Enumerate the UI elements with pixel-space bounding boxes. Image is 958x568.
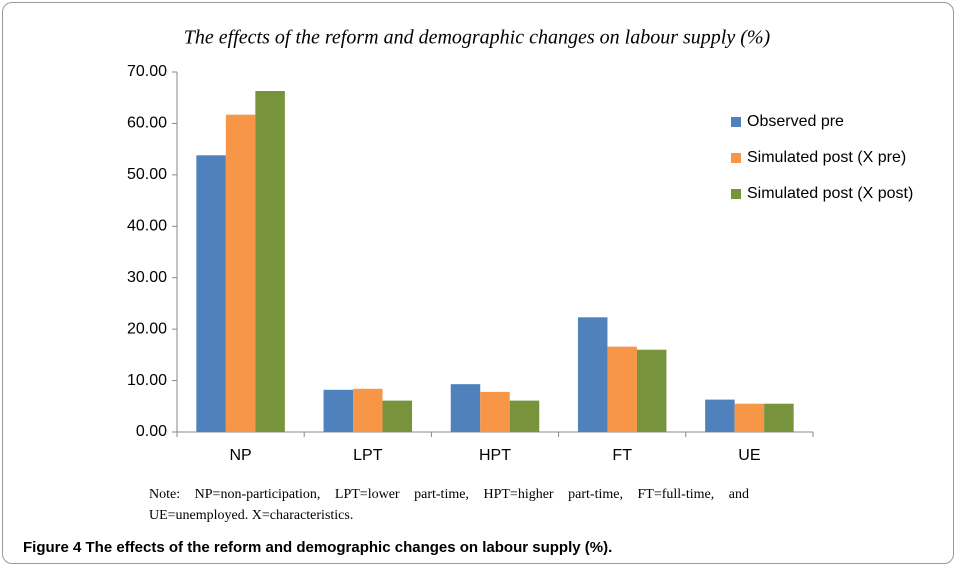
bar xyxy=(509,400,540,432)
legend-swatch xyxy=(731,153,741,163)
bar xyxy=(323,389,354,432)
x-tick-label: NP xyxy=(229,447,251,464)
legend-label: Observed pre xyxy=(747,113,844,130)
chart: The effects of the reform and demographi… xyxy=(127,27,913,465)
caption: Figure 4 The effects of the reform and d… xyxy=(23,539,612,556)
y-tick-label: 0.00 xyxy=(136,423,167,440)
x-tick-label: FT xyxy=(612,447,632,464)
legend-swatch xyxy=(731,189,741,199)
bar xyxy=(382,400,413,432)
bar xyxy=(225,114,256,432)
bar xyxy=(705,399,735,432)
x-tick-label: UE xyxy=(738,447,760,464)
legend-swatch xyxy=(731,117,741,127)
y-tick-label: 40.00 xyxy=(127,218,167,235)
bar xyxy=(353,388,383,432)
bar xyxy=(607,346,637,432)
y-tick-label: 20.00 xyxy=(127,320,167,337)
bar xyxy=(636,349,667,432)
note: Note: NP=non-participation, LPT=lower pa… xyxy=(149,487,749,523)
chart-title: The effects of the reform and demographi… xyxy=(184,27,771,49)
y-tick-label: 30.00 xyxy=(127,269,167,286)
bar xyxy=(577,317,608,432)
y-tick-label: 10.00 xyxy=(127,372,167,389)
bar xyxy=(255,91,285,433)
bar xyxy=(764,403,794,432)
x-tick-label: LPT xyxy=(353,447,383,464)
legend-label: Simulated post (X post) xyxy=(747,185,913,202)
y-tick-label: 50.00 xyxy=(127,166,167,183)
y-tick-label: 60.00 xyxy=(127,115,167,132)
caption-text: Figure 4 The effects of the reform and d… xyxy=(23,539,613,556)
bar xyxy=(196,155,226,433)
x-tick-label: HPT xyxy=(479,447,511,464)
bar xyxy=(480,391,510,432)
bar xyxy=(450,384,481,432)
y-tick-label: 70.00 xyxy=(127,63,167,80)
bar xyxy=(734,403,765,432)
legend-label: Simulated post (X pre) xyxy=(747,149,906,166)
